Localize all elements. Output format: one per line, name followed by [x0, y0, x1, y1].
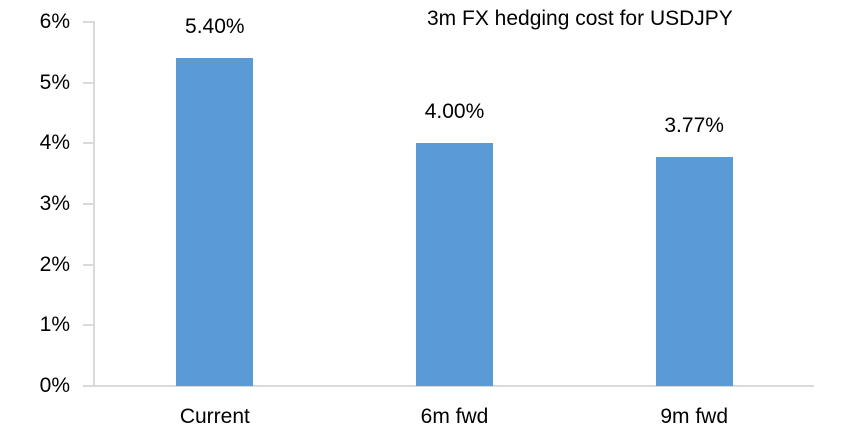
bar-value-label: 5.40%: [185, 15, 245, 39]
y-axis-line: [93, 21, 95, 386]
bar-value-label: 4.00%: [424, 100, 485, 124]
category-label: 6m fwd: [420, 405, 489, 428]
bar-value-label: 3.77%: [664, 114, 724, 138]
y-tick-label: 1%: [39, 313, 70, 337]
bar: [655, 157, 733, 386]
y-tick-label: 0%: [39, 374, 70, 397]
y-tick-mark: [83, 385, 93, 387]
y-tick-mark: [83, 142, 93, 145]
y-tick-mark: [83, 263, 93, 266]
y-tick-label: 4%: [39, 131, 70, 155]
y-tick-label: 5%: [39, 70, 70, 94]
y-tick-mark: [83, 324, 93, 327]
y-tick-mark: [83, 81, 93, 84]
y-tick-mark: [83, 21, 93, 23]
y-tick-label: 3%: [39, 192, 70, 215]
y-tick-mark: [83, 203, 93, 205]
y-tick-label: 2%: [39, 252, 70, 276]
category-label: 9m fwd: [660, 405, 728, 428]
chart-title: 3m FX hedging cost for USDJPY: [427, 7, 733, 30]
category-label: Current: [179, 405, 250, 428]
y-tick-label: 6%: [39, 10, 70, 33]
x-axis-line: [93, 385, 814, 387]
bar: [416, 143, 493, 386]
bar: [176, 58, 254, 386]
